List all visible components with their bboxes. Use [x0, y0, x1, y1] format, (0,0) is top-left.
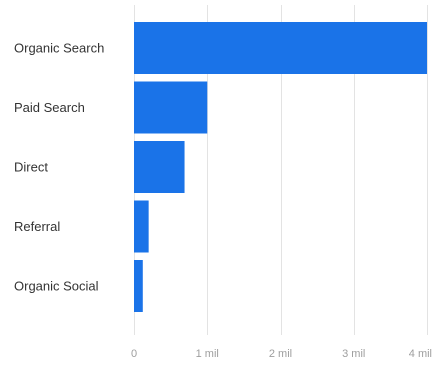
category-label-direct: Direct — [14, 160, 48, 175]
bar-referral[interactable] — [134, 200, 149, 253]
x-tick-label-0: 0 — [131, 348, 137, 360]
x-tick-labels: 0 1 mil 2 mil 3 mil 4 mil — [131, 348, 432, 360]
category-label-referral: Referral — [14, 219, 60, 234]
bar-organic-search[interactable] — [134, 22, 427, 74]
category-labels: Organic Search Paid Search Direct Referral O… — [14, 41, 104, 294]
bars — [134, 22, 427, 312]
category-label-paid-search: Paid Search — [14, 100, 85, 115]
category-label-organic-search: Organic Search — [14, 41, 104, 56]
category-label-organic-social: Organic Social — [14, 279, 99, 294]
x-tick-label-4: 4 mil — [409, 348, 432, 360]
bar-direct[interactable] — [134, 141, 185, 193]
bar-organic-social[interactable] — [134, 260, 143, 312]
x-tick-label-3: 3 mil — [342, 348, 365, 360]
x-tick-label-2: 2 mil — [269, 348, 292, 360]
bar-paid-search[interactable] — [134, 81, 208, 134]
x-tick-label-1: 1 mil — [196, 348, 219, 360]
